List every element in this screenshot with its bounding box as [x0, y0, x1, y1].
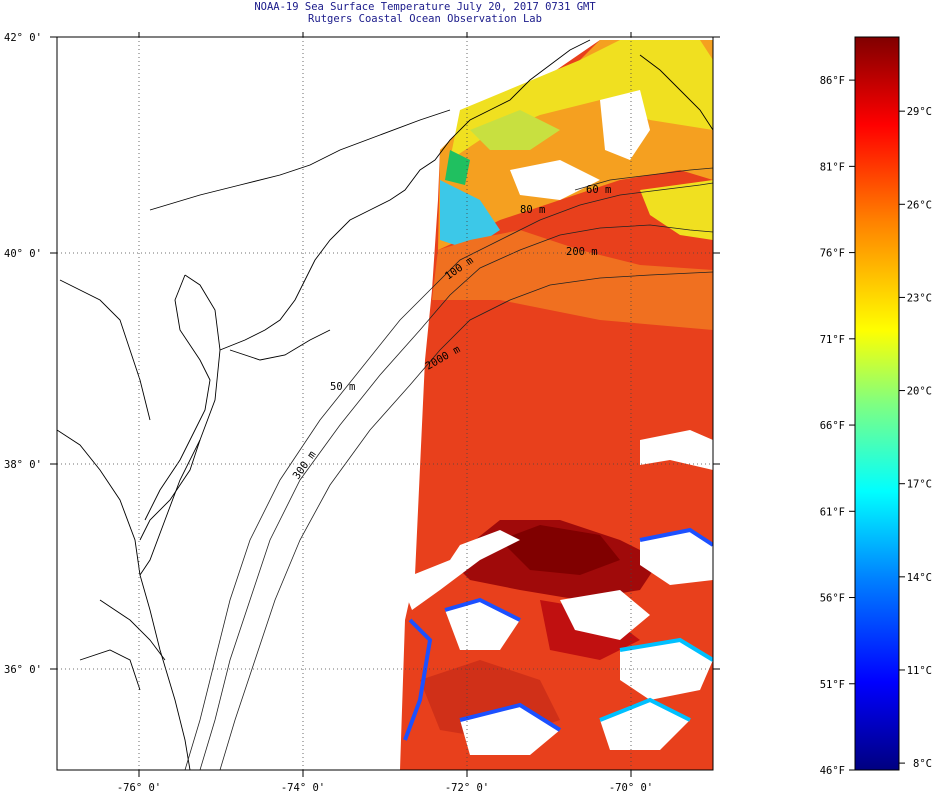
- colorbar-f-label: 86°F: [820, 75, 845, 87]
- colorbar-f-label: 76°F: [820, 248, 845, 260]
- colorbar-f-label: 61°F: [820, 506, 845, 518]
- colorbar-c-label: 20°C: [907, 386, 932, 398]
- coastline: [57, 39, 713, 770]
- colorbar-c-label: 26°C: [907, 199, 932, 211]
- colorbar-f-label: 66°F: [820, 420, 845, 432]
- depth-contours: [184, 167, 713, 770]
- plot-frame: [56, 36, 714, 771]
- tick-marks: [50, 32, 720, 777]
- colorbar-f-label: 71°F: [820, 334, 845, 346]
- colorbar: [854, 36, 900, 771]
- colorbar-c-label: 17°C: [907, 479, 932, 491]
- colorbar-ticks: [849, 79, 905, 771]
- contour-label-60m-a: 60 m: [586, 184, 611, 196]
- colorbar-f-label: 56°F: [820, 593, 845, 605]
- lon-label-70: -70° 0': [609, 782, 653, 794]
- colorbar-c-label: 11°C: [907, 665, 932, 677]
- lat-label-36: 36° 0': [4, 664, 42, 676]
- colorbar-c-label: 23°C: [907, 292, 932, 304]
- contour-label-50m: 50 m: [330, 381, 355, 393]
- colorbar-celsius-labels: 29°C 26°C 23°C 20°C 17°C 14°C 11°C 8°C: [907, 106, 932, 770]
- lat-label-38: 38° 0': [4, 459, 42, 471]
- map-subtitle: Rutgers Coastal Ocean Observation Lab: [308, 13, 542, 25]
- contour-label-300m: 300 m: [291, 449, 319, 482]
- sst-swath: [400, 40, 713, 770]
- lon-label-76: -76° 0': [117, 782, 161, 794]
- map-title: NOAA-19 Sea Surface Temperature July 20,…: [254, 1, 596, 13]
- colorbar-f-label: 46°F: [820, 765, 845, 777]
- lat-label-42: 42° 0': [4, 32, 42, 44]
- colorbar-f-label: 81°F: [820, 161, 845, 173]
- colorbar-c-label: 29°C: [907, 106, 932, 118]
- colorbar-fahrenheit-labels: 86°F 81°F 76°F 71°F 66°F 61°F 56°F 51°F 46°F: [820, 75, 845, 777]
- colorbar-c-label: 14°C: [907, 572, 932, 584]
- lon-label-72: -72° 0': [445, 782, 489, 794]
- colorbar-f-label: 51°F: [820, 679, 845, 691]
- lat-label-40: 40° 0': [4, 248, 42, 260]
- contour-label-200m: 200 m: [566, 246, 598, 258]
- lon-label-74: -74° 0': [281, 782, 325, 794]
- contour-label-80m: 80 m: [520, 204, 545, 216]
- colorbar-c-label: 8°C: [913, 758, 932, 770]
